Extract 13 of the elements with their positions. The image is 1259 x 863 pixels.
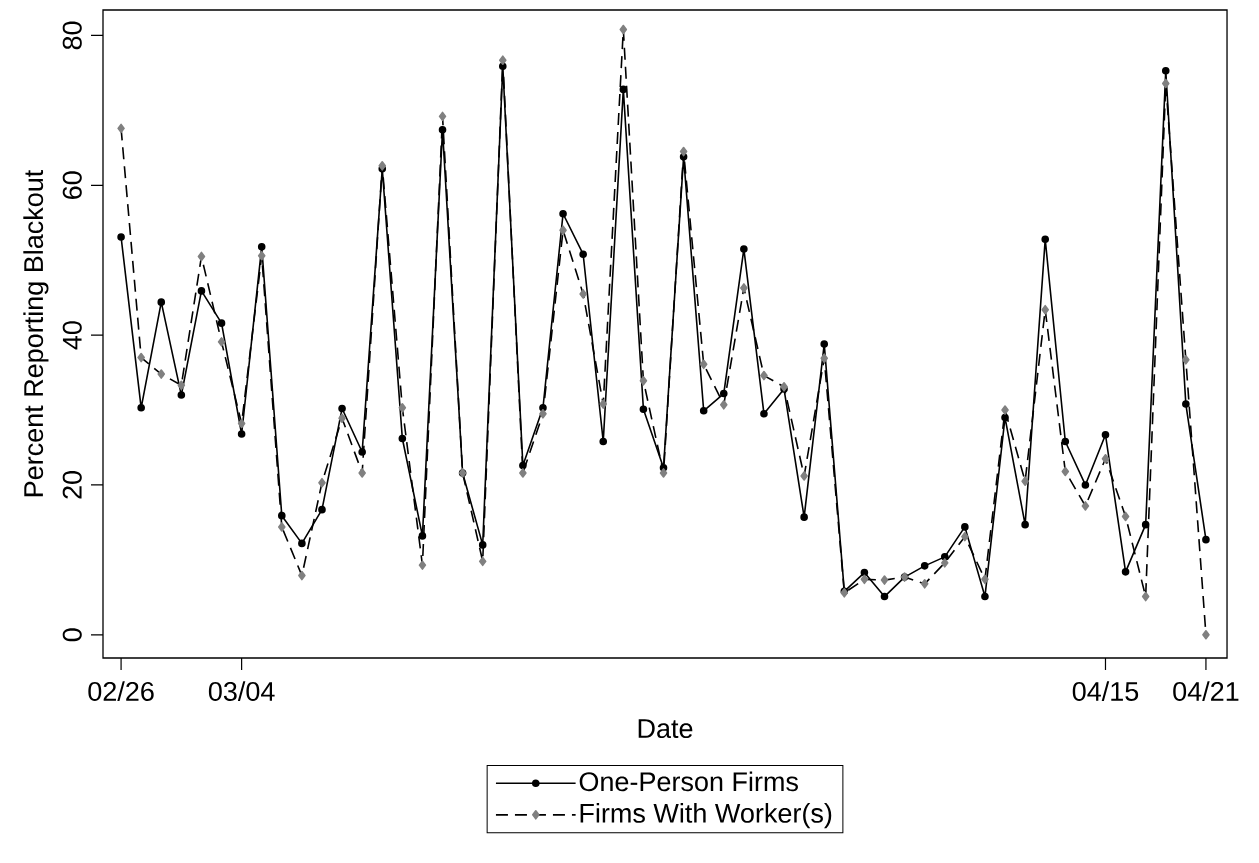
legend-label: Firms With Worker(s) bbox=[580, 803, 832, 829]
x-axis-title: Date bbox=[638, 719, 693, 739]
legend-label: One-Person Firms bbox=[579, 771, 798, 792]
x-tick-label: 04/15 bbox=[1072, 681, 1139, 702]
y-tick-label: 20 bbox=[62, 471, 82, 499]
y-tick-label: 0 bbox=[62, 628, 82, 642]
x-tick-label: 04/21 bbox=[1173, 681, 1239, 702]
y-tick-label: 80 bbox=[62, 21, 82, 50]
y-axis-title: Percent Reporting Blackout bbox=[23, 169, 49, 497]
y-tick-label: 60 bbox=[62, 171, 82, 199]
x-tick-label: 03/04 bbox=[208, 681, 275, 702]
y-tick-label: 40 bbox=[62, 321, 82, 350]
x-tick-label: 02/26 bbox=[88, 681, 154, 702]
